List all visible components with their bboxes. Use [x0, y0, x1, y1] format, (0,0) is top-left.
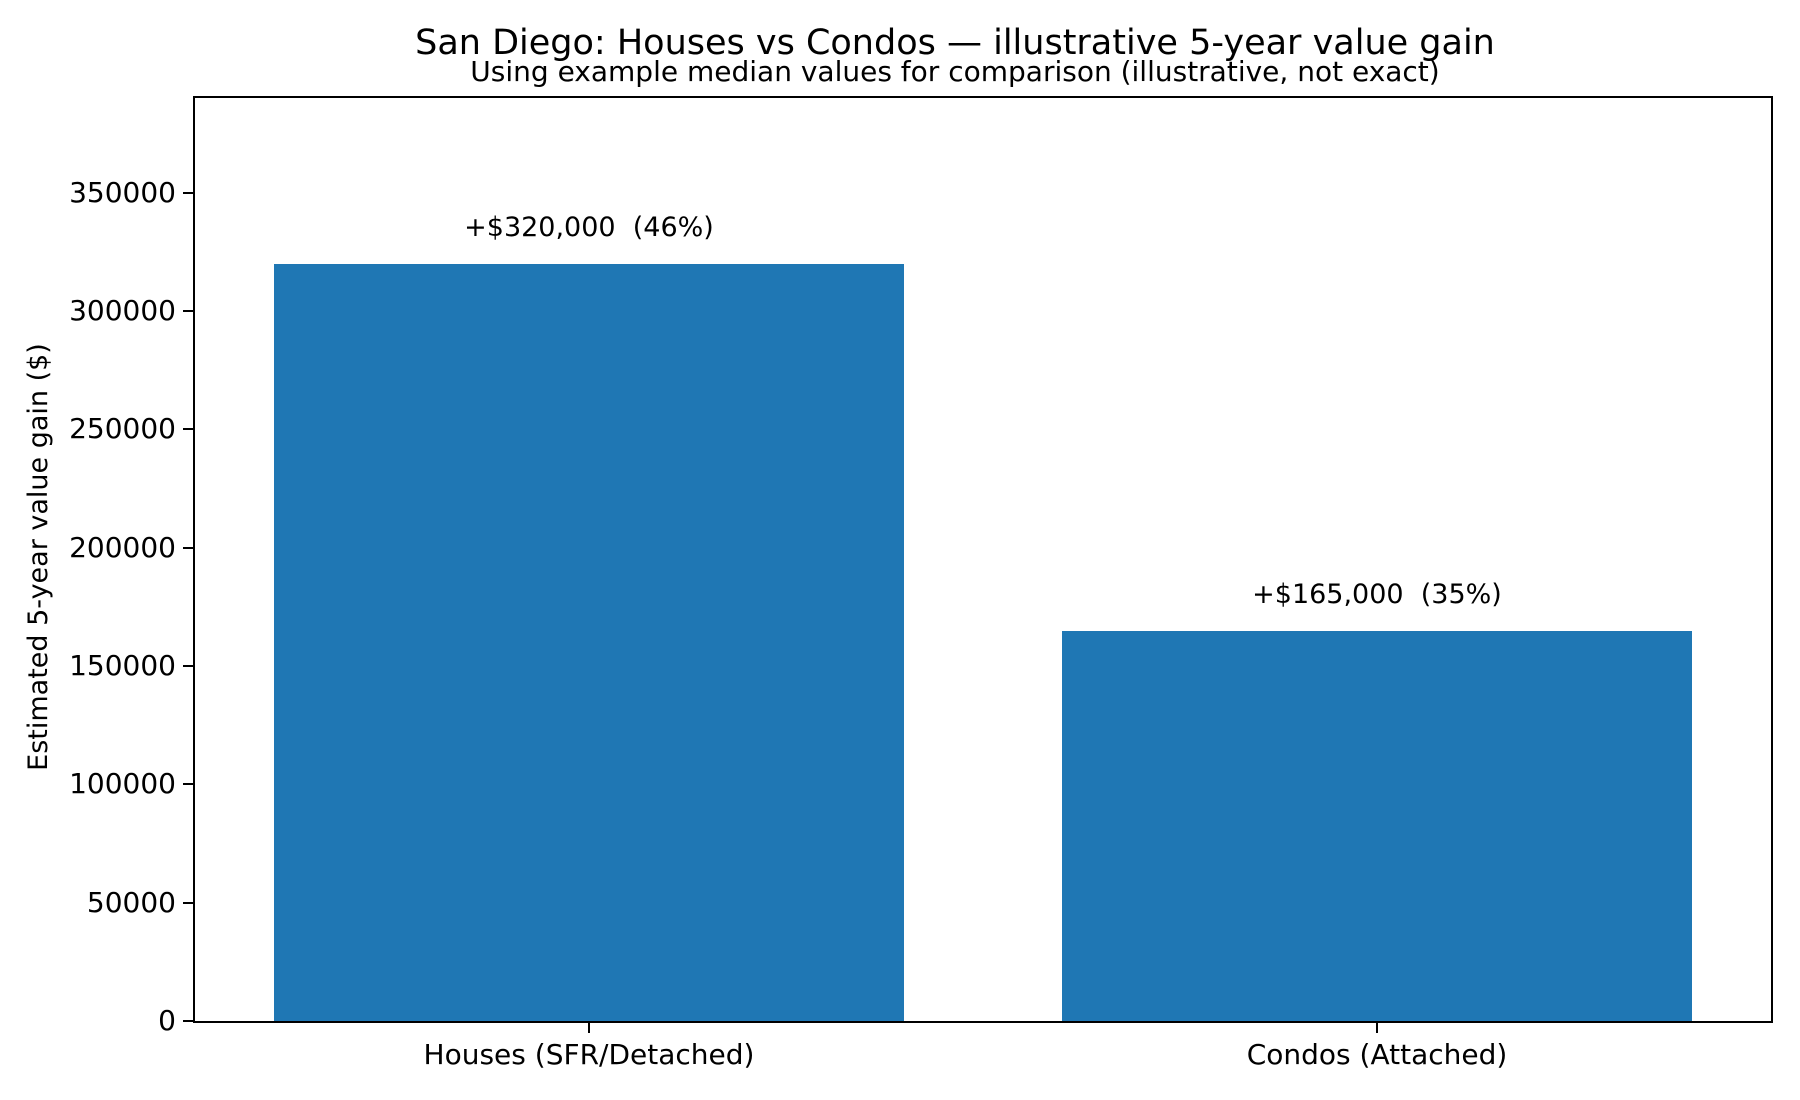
y-tick-label: 100000 [69, 767, 176, 801]
y-tick-mark [183, 1020, 193, 1022]
y-tick-mark [183, 428, 193, 431]
x-tick-label: Condos (Attached) [1246, 1038, 1508, 1071]
x-tick-mark [1376, 1023, 1378, 1033]
plot-area: +$320,000 (46%) +$165,000 (35%) [193, 96, 1773, 1023]
y-tick-mark [183, 901, 193, 904]
bar [1061, 630, 1693, 1021]
y-tick-label: 50000 [86, 885, 176, 919]
y-tick-label: 0 [158, 1004, 176, 1037]
y-tick-mark [183, 546, 193, 549]
y-tick-mark [183, 783, 193, 786]
bar-value-label: +$320,000 (46%) [464, 211, 714, 243]
y-tick-label: 250000 [69, 412, 176, 446]
x-tick-mark [588, 1023, 590, 1033]
y-tick-label: 350000 [69, 175, 176, 209]
bar [273, 263, 905, 1021]
y-tick-mark [183, 665, 193, 667]
y-tick-mark [183, 191, 193, 194]
y-tick-mark [183, 310, 193, 312]
chart-title: San Diego: Houses vs Condos — illustrati… [415, 23, 1495, 63]
y-tick-label: 300000 [69, 294, 176, 327]
x-tick-label: Houses (SFR/Detached) [423, 1038, 755, 1071]
bar-value-label: +$165,000 (35%) [1252, 578, 1502, 610]
y-tick-label: 200000 [69, 530, 176, 564]
y-tick-label: 150000 [69, 649, 176, 682]
chart-subtitle: Using example median values for comparis… [470, 55, 1440, 88]
